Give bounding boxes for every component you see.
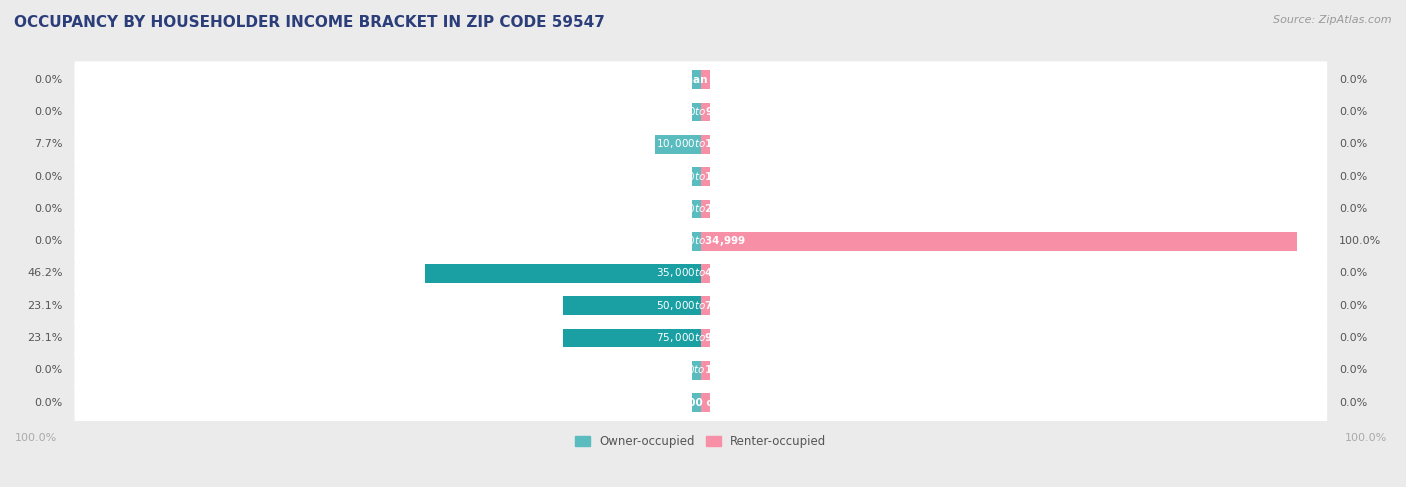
- Text: 100.0%: 100.0%: [1339, 236, 1381, 246]
- Text: $150,000 or more: $150,000 or more: [648, 397, 754, 408]
- Bar: [692, 103, 700, 121]
- Text: 46.2%: 46.2%: [27, 268, 63, 279]
- Bar: [692, 167, 700, 186]
- Bar: [700, 361, 710, 380]
- Text: $35,000 to $49,999: $35,000 to $49,999: [655, 266, 745, 281]
- Text: 0.0%: 0.0%: [1339, 171, 1367, 182]
- Text: 0.0%: 0.0%: [35, 365, 63, 375]
- Text: 23.1%: 23.1%: [27, 301, 63, 311]
- Bar: [655, 135, 700, 154]
- Text: $20,000 to $24,999: $20,000 to $24,999: [655, 202, 745, 216]
- Bar: [692, 71, 700, 89]
- Bar: [700, 329, 710, 347]
- Text: $100,000 to $149,999: $100,000 to $149,999: [650, 363, 752, 377]
- FancyBboxPatch shape: [75, 190, 1327, 227]
- Bar: [692, 361, 700, 380]
- Bar: [700, 71, 710, 89]
- FancyBboxPatch shape: [75, 223, 1327, 260]
- Text: 23.1%: 23.1%: [27, 333, 63, 343]
- Bar: [700, 232, 1298, 250]
- Bar: [700, 297, 710, 315]
- Text: $75,000 to $99,999: $75,000 to $99,999: [655, 331, 745, 345]
- Legend: Owner-occupied, Renter-occupied: Owner-occupied, Renter-occupied: [571, 430, 831, 452]
- Text: 0.0%: 0.0%: [1339, 107, 1367, 117]
- FancyBboxPatch shape: [75, 94, 1327, 131]
- Text: 0.0%: 0.0%: [35, 397, 63, 408]
- Bar: [700, 135, 710, 154]
- Bar: [562, 329, 700, 347]
- Text: 100.0%: 100.0%: [1344, 433, 1386, 443]
- Text: $25,000 to $34,999: $25,000 to $34,999: [655, 234, 745, 248]
- Text: 0.0%: 0.0%: [1339, 268, 1367, 279]
- Text: $10,000 to $14,999: $10,000 to $14,999: [655, 137, 745, 151]
- Text: Less than $5,000: Less than $5,000: [651, 75, 751, 85]
- FancyBboxPatch shape: [75, 61, 1327, 98]
- Text: 0.0%: 0.0%: [1339, 333, 1367, 343]
- FancyBboxPatch shape: [75, 319, 1327, 356]
- Bar: [692, 393, 700, 412]
- Text: OCCUPANCY BY HOUSEHOLDER INCOME BRACKET IN ZIP CODE 59547: OCCUPANCY BY HOUSEHOLDER INCOME BRACKET …: [14, 15, 605, 30]
- Text: Source: ZipAtlas.com: Source: ZipAtlas.com: [1274, 15, 1392, 25]
- Text: 7.7%: 7.7%: [34, 139, 63, 150]
- Bar: [700, 264, 710, 283]
- Text: $5,000 to $9,999: $5,000 to $9,999: [662, 105, 740, 119]
- Text: 0.0%: 0.0%: [1339, 75, 1367, 85]
- Text: $50,000 to $74,999: $50,000 to $74,999: [655, 299, 745, 313]
- Bar: [562, 297, 700, 315]
- Text: 0.0%: 0.0%: [1339, 301, 1367, 311]
- Text: 0.0%: 0.0%: [1339, 365, 1367, 375]
- Bar: [700, 103, 710, 121]
- Bar: [692, 200, 700, 218]
- Text: 0.0%: 0.0%: [1339, 397, 1367, 408]
- FancyBboxPatch shape: [75, 287, 1327, 324]
- Text: 0.0%: 0.0%: [1339, 139, 1367, 150]
- FancyBboxPatch shape: [75, 255, 1327, 292]
- Text: $15,000 to $19,999: $15,000 to $19,999: [655, 169, 745, 184]
- Bar: [700, 200, 710, 218]
- FancyBboxPatch shape: [75, 384, 1327, 421]
- Bar: [700, 167, 710, 186]
- FancyBboxPatch shape: [75, 126, 1327, 163]
- Text: 0.0%: 0.0%: [35, 107, 63, 117]
- Bar: [425, 264, 700, 283]
- Bar: [700, 393, 710, 412]
- Text: 0.0%: 0.0%: [35, 236, 63, 246]
- Text: 0.0%: 0.0%: [1339, 204, 1367, 214]
- FancyBboxPatch shape: [75, 352, 1327, 389]
- FancyBboxPatch shape: [75, 158, 1327, 195]
- Text: 0.0%: 0.0%: [35, 204, 63, 214]
- Bar: [692, 232, 700, 250]
- Text: 0.0%: 0.0%: [35, 171, 63, 182]
- Text: 0.0%: 0.0%: [35, 75, 63, 85]
- Text: 100.0%: 100.0%: [15, 433, 58, 443]
